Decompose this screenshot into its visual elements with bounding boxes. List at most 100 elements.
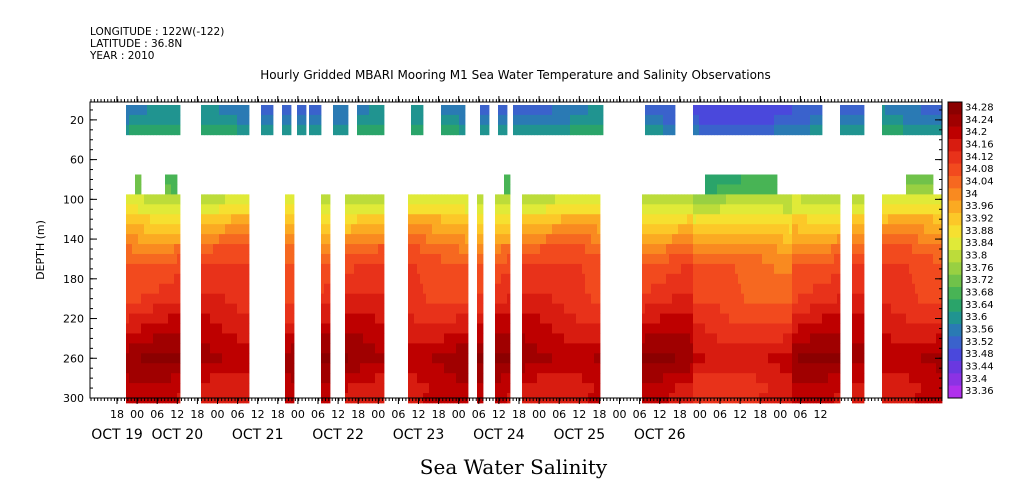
- heatmap-cell: [408, 244, 412, 255]
- heatmap-cell: [459, 333, 463, 344]
- heatmap-cell: [675, 293, 679, 305]
- heatmap-cell: [381, 194, 385, 205]
- heatmap-cell: [936, 253, 940, 265]
- heatmap-cell: [912, 114, 916, 126]
- heatmap-cell: [900, 224, 904, 235]
- heatmap-cell: [441, 234, 445, 245]
- heatmap-cell: [156, 343, 160, 354]
- heatmap-cell: [411, 253, 415, 265]
- heatmap-cell: [852, 244, 856, 255]
- heatmap-cell: [129, 194, 133, 205]
- heatmap-cell: [801, 333, 805, 344]
- heatmap-cell: [711, 124, 715, 136]
- heatmap-cell: [321, 204, 325, 215]
- heatmap-cell: [129, 353, 133, 364]
- heatmap-cell: [240, 234, 244, 245]
- heatmap-cell: [714, 363, 718, 374]
- heatmap-cell: [378, 114, 382, 126]
- heatmap-cell: [726, 234, 730, 245]
- heatmap-cell: [126, 234, 130, 245]
- heatmap-cell: [450, 373, 454, 384]
- heatmap-cell: [831, 244, 835, 255]
- heatmap-cell: [741, 333, 745, 344]
- heatmap-cell: [549, 353, 553, 364]
- heatmap-cell: [261, 104, 265, 116]
- heatmap-cell: [699, 333, 703, 344]
- heatmap-cell: [819, 333, 823, 344]
- heatmap-cell: [540, 373, 544, 384]
- heatmap-cell: [138, 303, 142, 314]
- heatmap-cell: [591, 333, 595, 344]
- heatmap-cell: [591, 114, 595, 126]
- heatmap-cell: [408, 253, 412, 265]
- heatmap-cell: [891, 124, 895, 136]
- heatmap-cell: [933, 234, 937, 245]
- heatmap-cell: [354, 273, 358, 285]
- heatmap-cell: [156, 353, 160, 364]
- heatmap-cell: [828, 333, 832, 344]
- heatmap-cell: [810, 253, 814, 265]
- heatmap-cell: [933, 383, 937, 394]
- heatmap-cell: [705, 313, 709, 324]
- heatmap-cell: [903, 244, 907, 255]
- heatmap-cell: [240, 363, 244, 374]
- heatmap-cell: [201, 343, 205, 354]
- heatmap-cell: [420, 204, 424, 215]
- heatmap-cell: [582, 214, 586, 225]
- heatmap-cell: [783, 333, 787, 344]
- heatmap-cell: [927, 194, 931, 205]
- heatmap-cell: [564, 323, 568, 334]
- heatmap-cell: [375, 293, 379, 305]
- heatmap-cell: [288, 283, 292, 295]
- heatmap-cell: [525, 343, 529, 354]
- heatmap-cell: [327, 244, 331, 255]
- heatmap-cell: [525, 353, 529, 364]
- heatmap-cell: [531, 114, 535, 126]
- heatmap-cell: [813, 293, 817, 305]
- heatmap-cell: [222, 204, 226, 215]
- heatmap-cell: [546, 343, 550, 354]
- heatmap-cell: [372, 293, 376, 305]
- heatmap-cell: [345, 124, 349, 136]
- heatmap-cell: [762, 214, 766, 225]
- heatmap-cell: [231, 204, 235, 215]
- heatmap-cell: [525, 323, 529, 334]
- heatmap-cell: [246, 353, 250, 364]
- heatmap-cell: [480, 383, 484, 394]
- heatmap-cell: [780, 353, 784, 364]
- heatmap-cell: [327, 343, 331, 354]
- heatmap-cell: [441, 373, 445, 384]
- heatmap-cell: [891, 104, 895, 116]
- heatmap-cell: [924, 124, 928, 136]
- heatmap-cell: [288, 273, 292, 285]
- heatmap-cell: [435, 353, 439, 364]
- heatmap-cell: [774, 234, 778, 245]
- heatmap-cell: [588, 194, 592, 205]
- heatmap-cell: [213, 383, 217, 394]
- heatmap-cell: [219, 363, 223, 374]
- heatmap-cell: [369, 234, 373, 245]
- heatmap-cell: [699, 263, 703, 275]
- heatmap-cell: [711, 204, 715, 215]
- heatmap-cell: [660, 253, 664, 265]
- heatmap-cell: [882, 244, 886, 255]
- heatmap-cell: [126, 214, 130, 225]
- heatmap-cell: [858, 373, 862, 384]
- heatmap-cell: [540, 114, 544, 126]
- heatmap-cell: [807, 273, 811, 285]
- heatmap-cell: [585, 214, 589, 225]
- heatmap-cell: [501, 114, 505, 126]
- heatmap-cell: [327, 273, 331, 285]
- heatmap-cell: [327, 373, 331, 384]
- heatmap-cell: [285, 343, 289, 354]
- heatmap-cell: [795, 303, 799, 314]
- heatmap-cell: [579, 114, 583, 126]
- heatmap-cell: [882, 263, 886, 275]
- heatmap-cell: [921, 333, 925, 344]
- heatmap-cell: [447, 263, 451, 275]
- heatmap-cell: [138, 343, 142, 354]
- heatmap-cell: [927, 184, 931, 195]
- heatmap-cell: [918, 124, 922, 136]
- heatmap-cell: [522, 104, 526, 116]
- heatmap-cell: [924, 383, 928, 394]
